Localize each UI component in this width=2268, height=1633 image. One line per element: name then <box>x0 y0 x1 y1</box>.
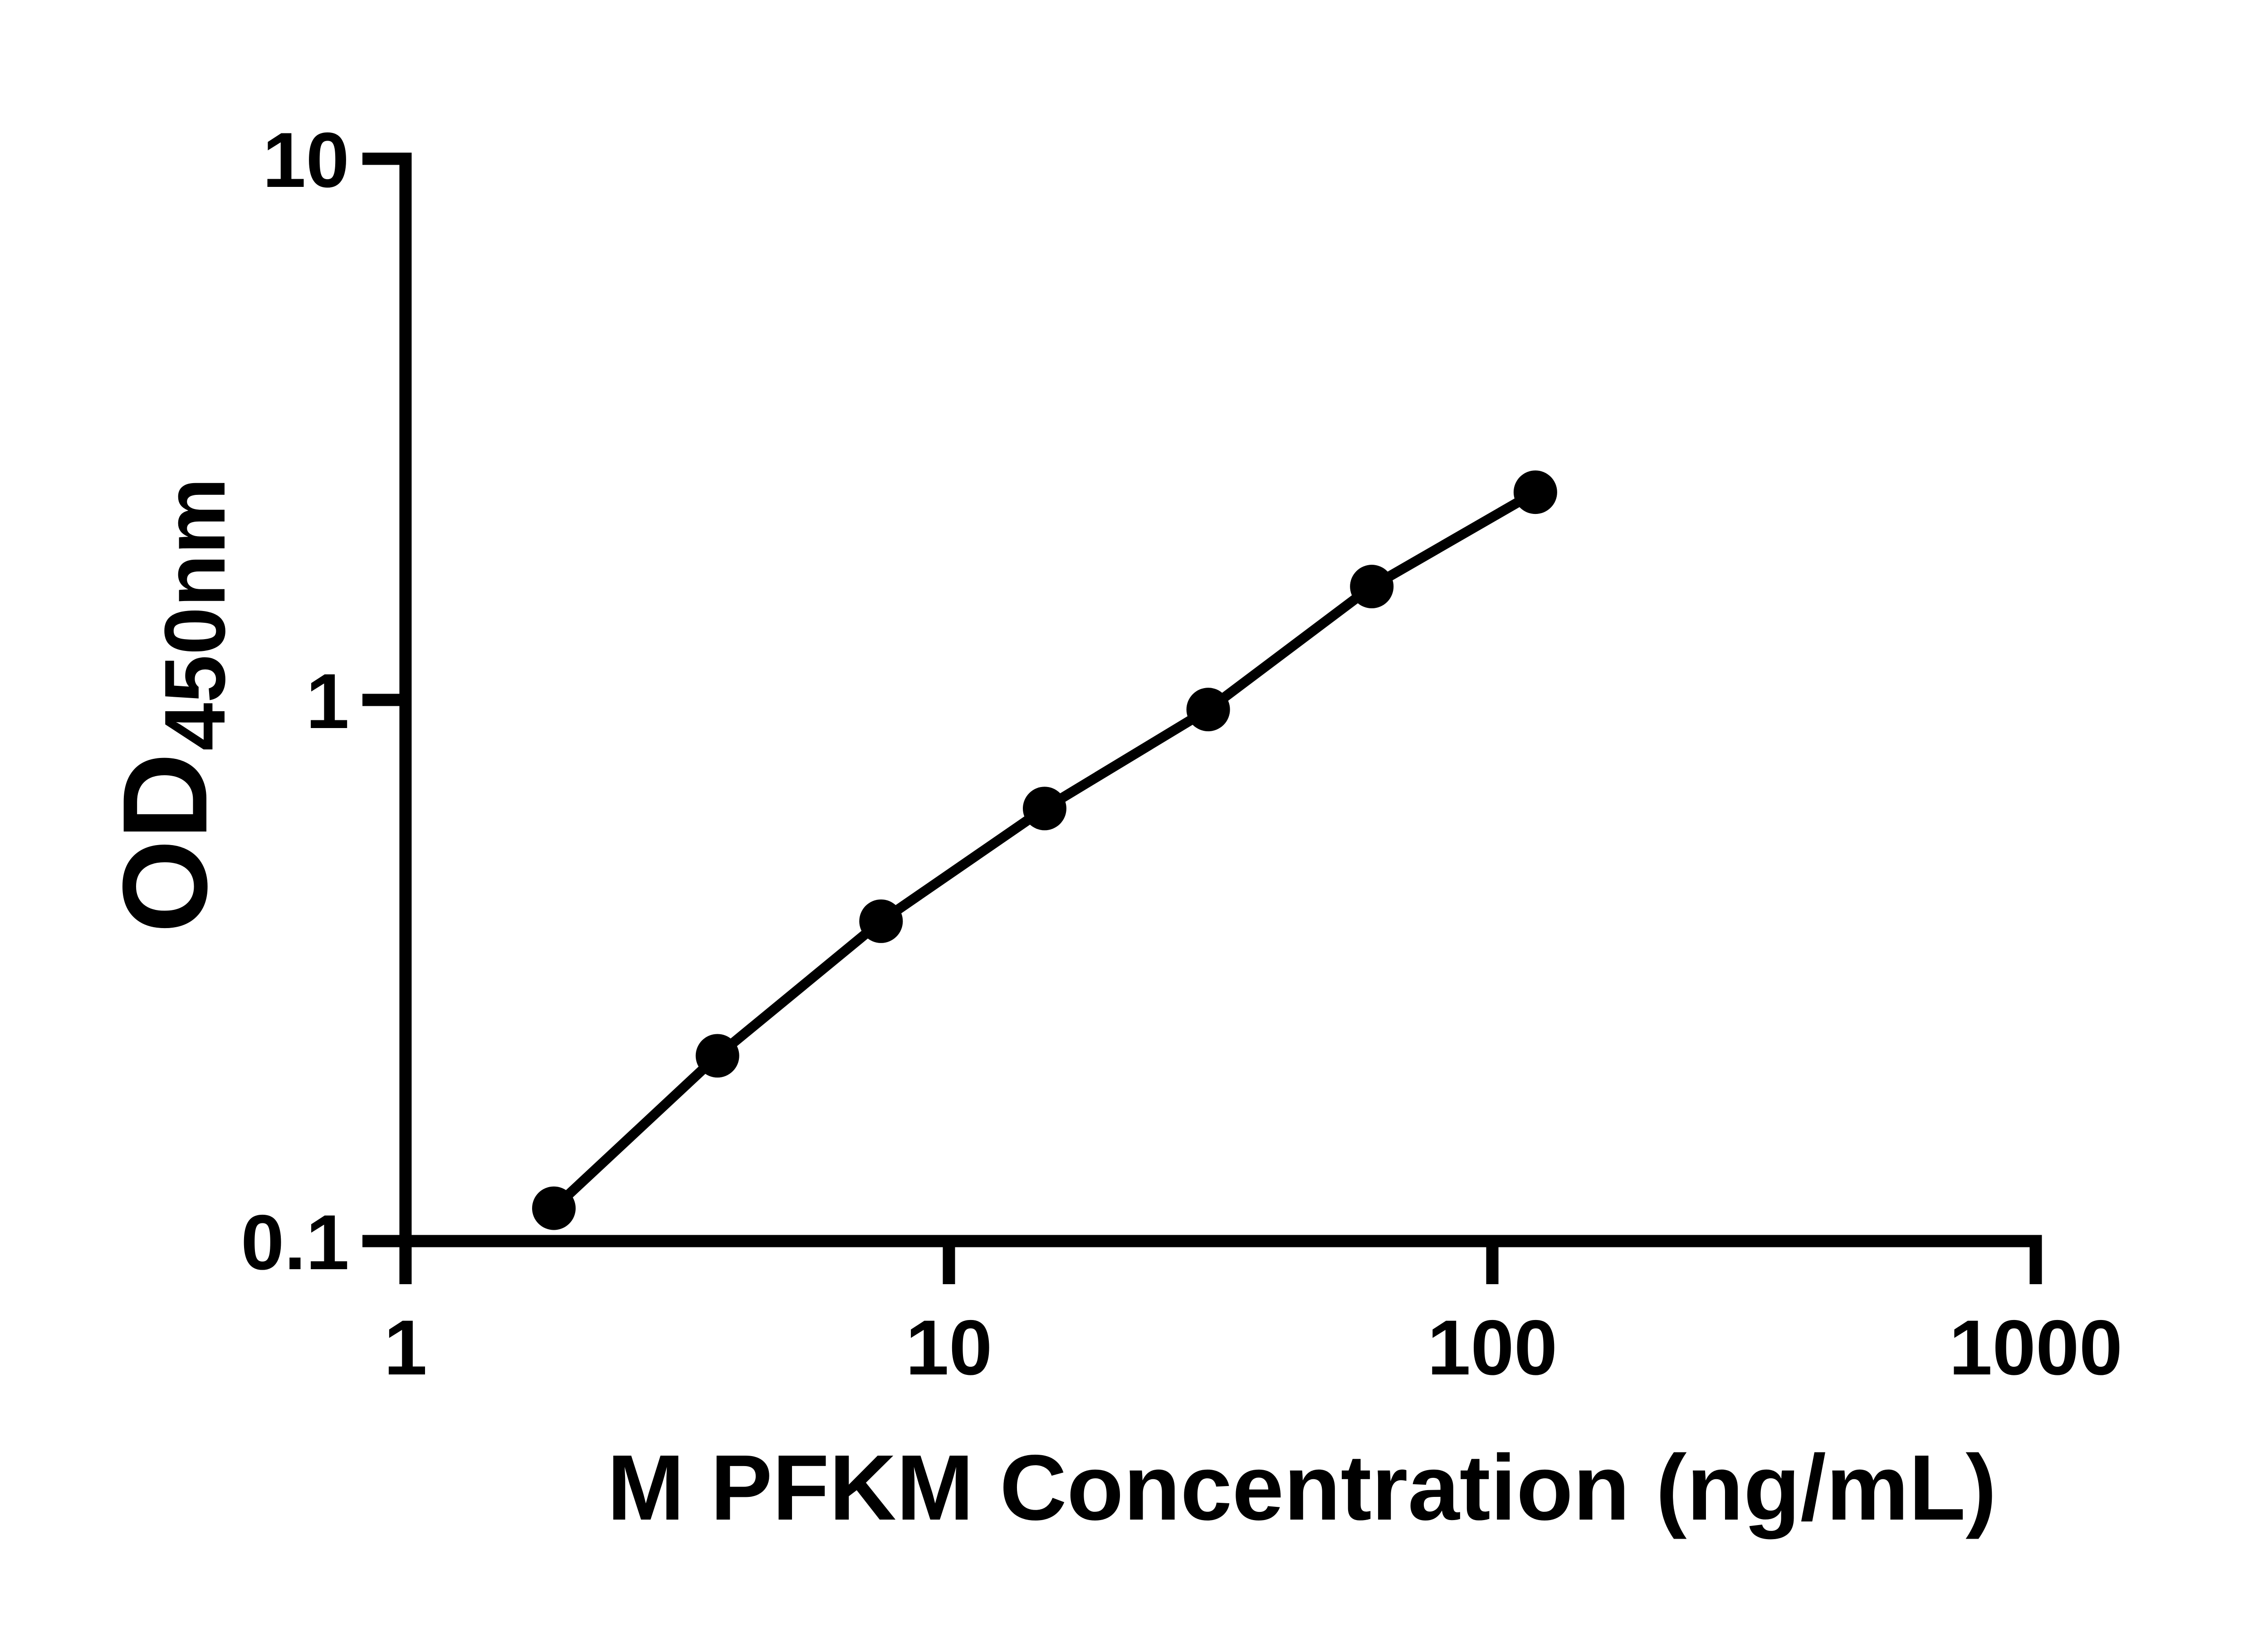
y-tick-label-1: 1 <box>306 658 349 745</box>
data-point-2 <box>859 899 903 943</box>
x-axis-title: M PFKM Concentration (ng/mL) <box>607 1436 1996 1540</box>
data-point-5 <box>1350 565 1394 609</box>
y-axis-title: OD 450nm <box>98 478 243 933</box>
data-point-4 <box>1186 688 1230 732</box>
data-point-3 <box>1022 787 1066 831</box>
y-tick-label-10: 10 <box>263 117 349 204</box>
data-point-1 <box>695 1034 739 1078</box>
x-tick-label-10: 10 <box>905 1304 992 1391</box>
y-axis-title-main: OD <box>98 753 232 933</box>
data-point-0 <box>532 1186 576 1230</box>
x-tick-label-100: 100 <box>1427 1304 1558 1391</box>
data-point-6 <box>1513 470 1557 514</box>
plot-area: 10 1 0.1 1 10 100 1000 <box>241 117 2122 1391</box>
x-tick-label-1: 1 <box>384 1304 427 1391</box>
y-axis-title-subscript: 450nm <box>147 478 243 751</box>
x-tick-label-1000: 1000 <box>1949 1304 2123 1391</box>
y-tick-label-0.1: 0.1 <box>241 1199 349 1286</box>
